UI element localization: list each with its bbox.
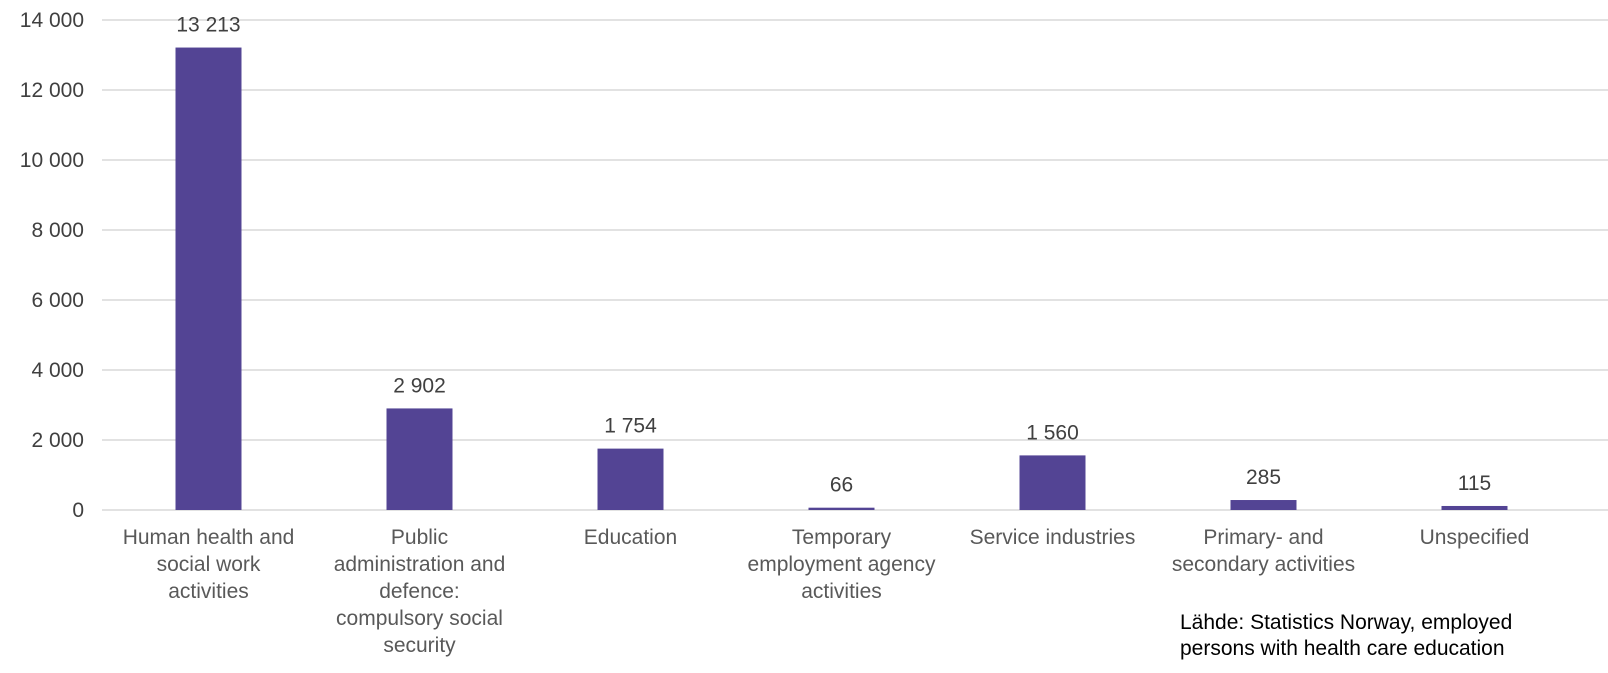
bar: [175, 47, 242, 511]
y-tick-label: 2 000: [31, 429, 84, 452]
x-category-label: Temporary employment agency activities: [748, 526, 936, 603]
bar: [597, 448, 664, 510]
x-category-label: Public administration and defence: compulso…: [334, 526, 506, 657]
x-category-label-line: Primary- and: [1203, 526, 1323, 549]
x-category-label-line: Public: [391, 526, 448, 549]
bar: [1019, 455, 1086, 510]
data-label: 1 560: [1026, 421, 1079, 444]
x-category-label-line: Temporary: [792, 526, 892, 549]
x-category-label: Human health and social work activities: [123, 526, 295, 603]
gridlines: [102, 19, 1608, 511]
y-tick-label: 6 000: [31, 289, 84, 312]
data-label: 285: [1246, 466, 1281, 489]
data-label: 2 902: [393, 374, 446, 397]
data-label: 66: [830, 474, 853, 497]
x-axis-categories: Human health and social work activities Pub…: [123, 526, 1530, 657]
x-category-label: Service industries: [970, 526, 1136, 549]
source-note: Lähde: Statistics Norway, employed perso…: [1180, 611, 1513, 660]
y-tick-label: 14 000: [20, 9, 84, 32]
x-category-label: Primary- and secondary activities: [1172, 526, 1355, 576]
bars: [175, 47, 1508, 511]
data-label: 115: [1458, 472, 1491, 495]
x-category-label-line: Service industries: [970, 526, 1136, 549]
x-category-label-line: activities: [801, 580, 882, 603]
x-category-label-line: Human health and: [123, 526, 295, 549]
y-tick-label: 0: [72, 499, 84, 522]
y-tick-label: 8 000: [31, 219, 84, 242]
x-category-label: Unspecified: [1420, 526, 1530, 549]
x-category-label: Education: [584, 526, 677, 549]
bar: [1230, 500, 1297, 510]
x-category-label-line: social work: [157, 553, 261, 576]
data-label: 13 213: [176, 14, 240, 37]
x-category-label-line: Unspecified: [1420, 526, 1530, 549]
data-label: 1 754: [604, 415, 657, 438]
y-tick-label: 10 000: [20, 149, 84, 172]
y-tick-label: 12 000: [20, 79, 84, 102]
bar: [1441, 505, 1508, 510]
y-tick-label: 4 000: [31, 359, 84, 382]
x-category-label-line: administration and: [334, 553, 506, 576]
bar: [808, 507, 875, 510]
x-category-label-line: secondary activities: [1172, 553, 1355, 576]
bar: [386, 408, 453, 510]
x-category-label-line: employment agency: [748, 553, 936, 576]
x-category-label-line: activities: [168, 580, 249, 603]
y-axis-ticks: 0 2 000 4 000 6 000 8 000 10 000 12 000 14 000: [20, 9, 84, 522]
data-labels: 13 213 2 902 1 754 66 1 560 285 115: [176, 14, 1491, 497]
x-category-label-line: defence:: [379, 580, 460, 603]
x-category-label-line: compulsory social: [336, 607, 503, 630]
x-category-label-line: Education: [584, 526, 677, 549]
x-category-label-line: security: [383, 634, 456, 657]
